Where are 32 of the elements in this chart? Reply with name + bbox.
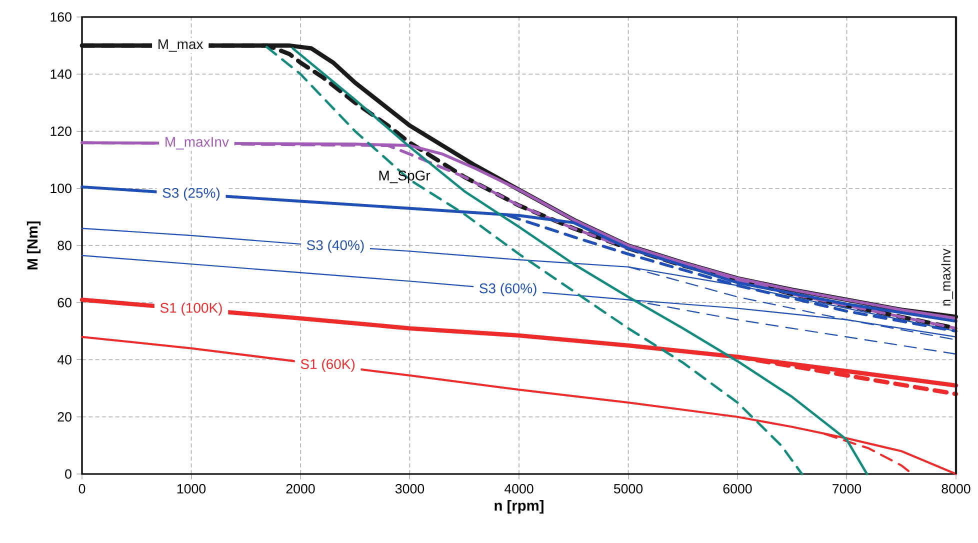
series-label: M_max bbox=[158, 39, 204, 52]
ref-line-label: n_maxInv bbox=[941, 248, 954, 306]
y-tick-label: 140 bbox=[50, 69, 72, 79]
y-tick-label: 160 bbox=[50, 12, 72, 22]
y-tick-label: 100 bbox=[50, 184, 72, 194]
y-tick-label: 40 bbox=[57, 355, 72, 364]
x-tick-label: 4000 bbox=[504, 484, 534, 494]
annotation: M_SpGr bbox=[379, 170, 430, 184]
y-axis-title: M [Nm] bbox=[26, 221, 41, 270]
series-label: S3 (60%) bbox=[480, 283, 536, 296]
x-axis-title: n [rpm] bbox=[494, 500, 544, 514]
series-label: S1 (60K) bbox=[300, 358, 355, 372]
x-tick-label: 6000 bbox=[723, 484, 752, 494]
series-label: S1 (100K) bbox=[160, 302, 222, 316]
line-series bbox=[265, 46, 804, 476]
x-tick-label: 7000 bbox=[832, 484, 862, 494]
y-tick-label: 120 bbox=[50, 126, 72, 136]
series-label: S3 (40%) bbox=[306, 240, 364, 253]
y-tick-label: 60 bbox=[58, 298, 72, 308]
series-label: S3 (25%) bbox=[162, 188, 220, 201]
x-tick-label: 2000 bbox=[286, 484, 315, 494]
y-tick-label: 80 bbox=[58, 240, 72, 250]
x-tick-label: 1000 bbox=[177, 484, 206, 494]
y-tick-label: 20 bbox=[58, 412, 72, 422]
series-label: M_maxInv bbox=[166, 137, 229, 150]
x-tick-label: 8000 bbox=[942, 484, 970, 494]
line-series bbox=[292, 47, 868, 476]
y-tick-label: 0 bbox=[65, 469, 72, 479]
x-tick-label: 5000 bbox=[614, 484, 643, 494]
line-series bbox=[80, 336, 958, 476]
x-tick-label: 0 bbox=[78, 484, 86, 494]
x-tick-label: 3000 bbox=[395, 484, 424, 494]
